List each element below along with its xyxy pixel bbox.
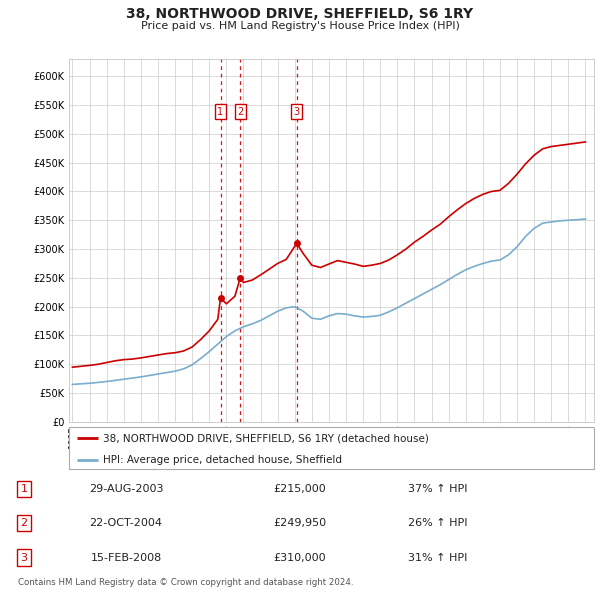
Text: 3: 3 xyxy=(294,107,300,117)
Text: 38, NORTHWOOD DRIVE, SHEFFIELD, S6 1RY: 38, NORTHWOOD DRIVE, SHEFFIELD, S6 1RY xyxy=(127,7,473,21)
Text: 37% ↑ HPI: 37% ↑ HPI xyxy=(408,484,468,494)
Text: 2: 2 xyxy=(20,519,28,528)
Text: 26% ↑ HPI: 26% ↑ HPI xyxy=(408,519,468,528)
FancyBboxPatch shape xyxy=(69,427,594,469)
Text: £249,950: £249,950 xyxy=(274,519,326,528)
Text: £310,000: £310,000 xyxy=(274,553,326,562)
Text: 1: 1 xyxy=(20,484,28,494)
Text: 29-AUG-2003: 29-AUG-2003 xyxy=(89,484,163,494)
Text: Contains HM Land Registry data © Crown copyright and database right 2024.
This d: Contains HM Land Registry data © Crown c… xyxy=(18,578,353,590)
Text: 38, NORTHWOOD DRIVE, SHEFFIELD, S6 1RY (detached house): 38, NORTHWOOD DRIVE, SHEFFIELD, S6 1RY (… xyxy=(103,434,429,444)
Text: 1: 1 xyxy=(217,107,224,117)
Text: 15-FEB-2008: 15-FEB-2008 xyxy=(91,553,161,562)
Text: HPI: Average price, detached house, Sheffield: HPI: Average price, detached house, Shef… xyxy=(103,455,342,465)
Text: 2: 2 xyxy=(237,107,244,117)
Text: 31% ↑ HPI: 31% ↑ HPI xyxy=(409,553,467,562)
Text: 3: 3 xyxy=(20,553,28,562)
Text: £215,000: £215,000 xyxy=(274,484,326,494)
Text: Price paid vs. HM Land Registry's House Price Index (HPI): Price paid vs. HM Land Registry's House … xyxy=(140,21,460,31)
Text: 22-OCT-2004: 22-OCT-2004 xyxy=(89,519,163,528)
